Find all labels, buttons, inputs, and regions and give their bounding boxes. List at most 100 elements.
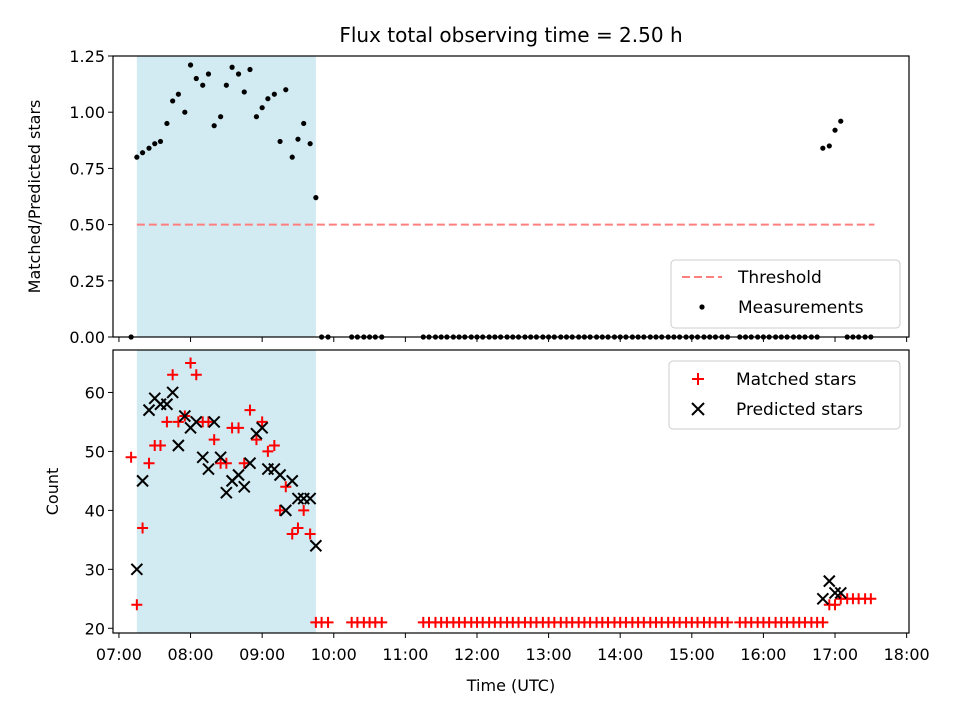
predicted-star-point [243, 456, 257, 470]
measurement-point [832, 127, 838, 133]
legend-top: Threshold Measurements [670, 259, 901, 329]
predicted-star-point [828, 586, 842, 600]
top-ytick-label: 0.50 [69, 216, 105, 235]
bottom-ytick-label: 50 [85, 442, 105, 461]
measurement-point [187, 62, 194, 68]
legend-bottom-box [668, 360, 901, 430]
measurement-point [164, 120, 170, 127]
measurement-point [139, 150, 146, 156]
measurement-point [182, 109, 188, 115]
predicted-star-point [196, 451, 209, 464]
predicted-star-point [172, 439, 185, 452]
measurement-point [313, 195, 319, 201]
measurement-point [211, 123, 217, 129]
matched-star-point [137, 522, 149, 534]
x-axis-title: Time (UTC) [466, 676, 555, 695]
legend-measurement-label: Measurements [738, 298, 864, 318]
measurement-point [134, 154, 140, 160]
legend-bottom: Matched stars Predicted stars [668, 360, 901, 430]
top-panel: 0.00 0.25 0.50 0.75 1.00 1.25 Matched/Predicte… [25, 47, 910, 347]
predicted-star-point [816, 592, 830, 606]
legend-predicted-label: Predicted stars [736, 400, 863, 420]
xtick-label: 17:00 [812, 645, 858, 664]
predicted-star-point [214, 451, 227, 464]
bottom-axes-frame [112, 349, 910, 634]
matched-star-point [172, 416, 184, 428]
legend-matched-swatch [692, 373, 704, 385]
matched-star-point [292, 522, 304, 534]
predicted-star-point [279, 504, 292, 517]
predicted-star-point [291, 492, 305, 505]
xtick-label: 07:00 [96, 645, 142, 664]
predicted-star-point [190, 415, 203, 429]
matched-star-point [280, 481, 292, 493]
predicted-star-point [238, 480, 251, 493]
xtick-label: 09:00 [239, 645, 285, 664]
matched-star-point [286, 528, 298, 540]
predicted-star-point [130, 563, 144, 576]
matched-star-point [322, 616, 334, 628]
predicted-star-point [166, 386, 179, 399]
predicted-star-point [142, 403, 156, 417]
legend-top-box [670, 259, 901, 329]
predicted-star-point [202, 462, 215, 476]
matched-star-point [131, 599, 143, 611]
measurement-point [307, 141, 313, 147]
predicted-star-point [255, 421, 269, 435]
predicted-star-point [823, 574, 836, 588]
matched-star-point [250, 434, 262, 446]
predicted-star-point [273, 468, 287, 482]
bottom-series-matched-stars [125, 357, 877, 628]
measurement-point [271, 91, 277, 97]
top-ytick-label: 0.75 [69, 159, 105, 178]
top-ytick-label: 1.00 [69, 103, 105, 122]
matched-star-point [268, 440, 280, 452]
xtick-label: 14:00 [597, 645, 643, 664]
predicted-star-point [309, 539, 323, 552]
matched-star-point [274, 504, 286, 516]
legend-predicted-swatch [691, 402, 705, 416]
matched-star-point [208, 434, 220, 446]
bottom-series-predicted-stars [130, 386, 847, 606]
measurement-point [283, 87, 289, 93]
matched-star-point [238, 457, 250, 469]
predicted-star-point [220, 486, 233, 499]
xtick-label: 12:00 [454, 645, 500, 664]
bottom-panel: 20 30 40 50 60 07:00 08:00 09:00 10:00 11:00 12:00… [43, 349, 930, 695]
xtick-label: 11:00 [382, 645, 428, 664]
legend-threshold-label: Threshold [737, 268, 822, 288]
measurement-point [241, 89, 247, 95]
measurement-point [205, 71, 212, 77]
xtick-label: 08:00 [167, 645, 213, 664]
measurement-point [277, 138, 283, 145]
matched-star-point [262, 445, 274, 457]
matched-star-point [829, 599, 841, 611]
top-ytick-label: 0.00 [69, 328, 105, 347]
xtick-label: 13:00 [526, 645, 572, 664]
measurement-point [152, 141, 158, 147]
legend-matched-label: Matched stars [736, 370, 856, 390]
xtick-label: 15:00 [669, 645, 715, 664]
measurement-point [235, 71, 242, 77]
xtick-label: 10:00 [311, 645, 357, 664]
measurement-point [826, 143, 832, 149]
figure-title: Flux total observing time = 2.50 h [339, 23, 682, 47]
matched-star-point [304, 528, 316, 540]
top-ytick-label: 0.25 [69, 272, 105, 291]
measurement-point [218, 114, 224, 120]
measurement-point [247, 66, 253, 73]
top-ytick-label: 1.25 [69, 47, 105, 66]
bottom-y-axis-title: Count [43, 468, 62, 516]
measurement-point [259, 105, 265, 111]
measurement-point [265, 96, 271, 102]
measurement-point [301, 120, 307, 127]
matched-star-point [190, 369, 202, 381]
measurement-point [193, 75, 199, 82]
matched-star-point [376, 616, 388, 628]
bottom-ytick-label: 60 [85, 383, 105, 402]
measurement-point [170, 98, 176, 104]
matched-star-point [256, 416, 268, 428]
matched-star-point [722, 616, 734, 628]
top-y-axis-title: Matched/Predicted stars [25, 100, 44, 294]
